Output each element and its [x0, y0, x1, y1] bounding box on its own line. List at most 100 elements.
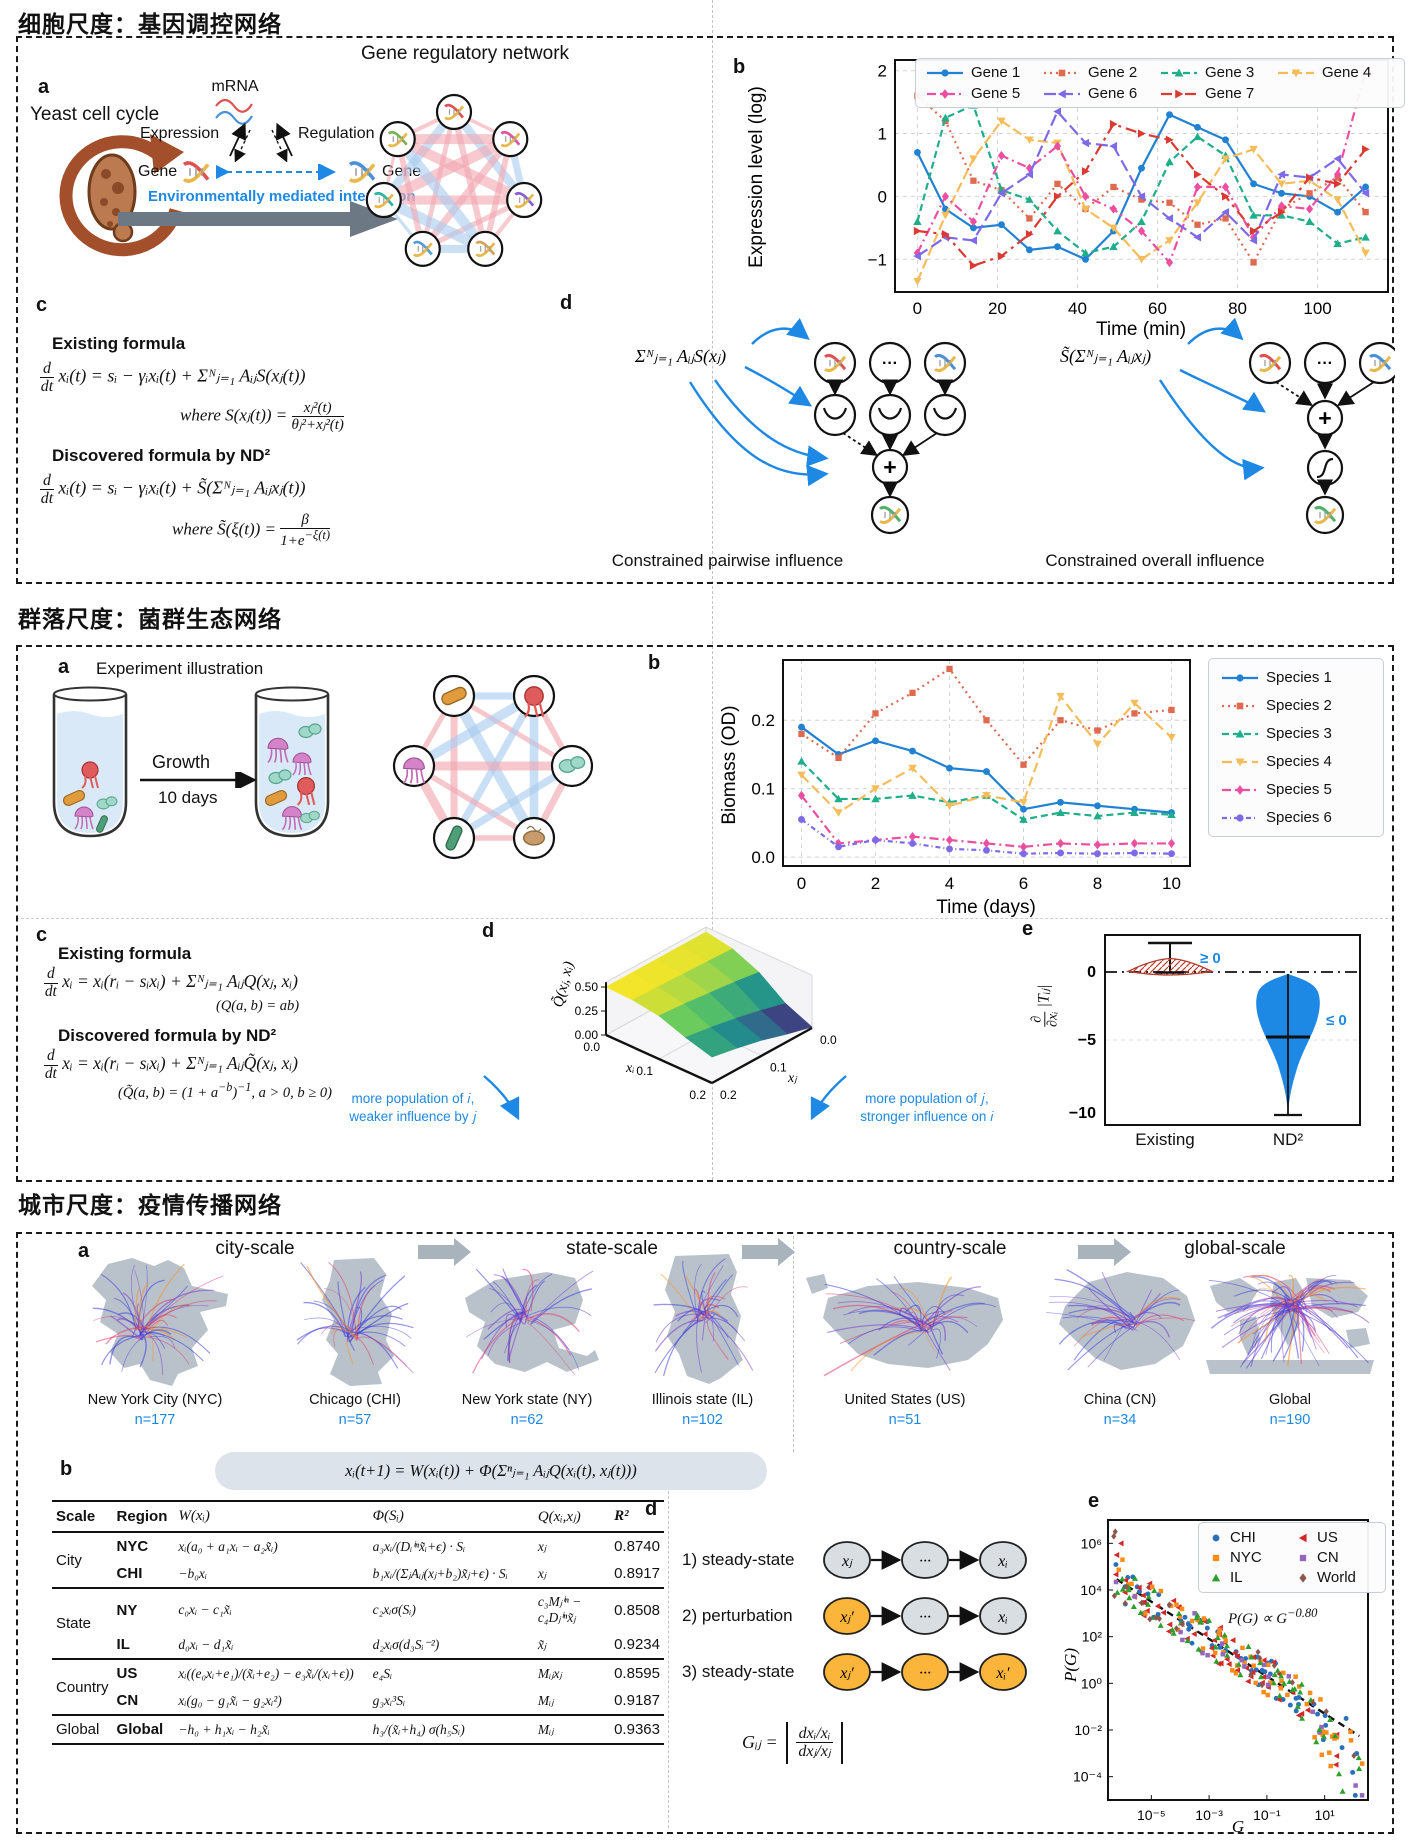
annotation-right-arrow: [810, 1075, 847, 1121]
step-diagram: xⱼ′ ··· xᵢ: [823, 1597, 1027, 1635]
discovered-formula-2: d dt xᵢ = xᵢ(rᵢ − sᵢxᵢ) + Σᴺⱼ₌₁ AᵢⱼQ̃(xⱼ,…: [44, 1047, 298, 1082]
table-scale-cell: State: [52, 1587, 113, 1659]
regulation-label: Regulation: [298, 125, 375, 142]
gene-chart-ylabel: Expression level (log): [746, 86, 767, 268]
svg-text:+: +: [1318, 405, 1331, 431]
table-header-cell: Region: [112, 1501, 175, 1533]
microbial-network: [392, 674, 594, 860]
gene-chart-xlabel: Time (min): [1096, 319, 1186, 340]
svg-text:60: 60: [1148, 299, 1167, 318]
svg-text:≥ 0: ≥ 0: [1200, 950, 1221, 967]
table-cell: h₃/(x̃ᵢ+h₄) σ(h₅Sᵢ): [368, 1714, 534, 1744]
map-caption-nyc: New York City (NYC): [87, 1392, 223, 1408]
table-cell: 0.8508: [610, 1587, 664, 1631]
svg-text:10⁻⁵: 10⁻⁵: [1137, 1807, 1166, 1823]
existing-formula-heading-1: Existing formula: [52, 334, 186, 353]
svg-text:≤ 0: ≤ 0: [1326, 1012, 1347, 1029]
section3-title: 城市尺度：疫情传播网络: [18, 1192, 282, 1218]
scale-arrow-1: [418, 1238, 471, 1266]
pg-legend: CHI US NYC CN IL World: [1198, 1522, 1386, 1593]
svg-text:10⁻⁴: 10⁻⁴: [1073, 1769, 1102, 1785]
map-n-us: n=51: [888, 1412, 922, 1428]
table-cell: e₄Sᵢ: [368, 1658, 534, 1687]
svg-text:···: ···: [919, 1665, 931, 1682]
table-scale-cell: Country: [52, 1658, 113, 1715]
violin-cat-existing: Existing: [1135, 1130, 1195, 1149]
svg-text:xⱼ: xⱼ: [787, 1071, 798, 1086]
map-nyc: [92, 1258, 228, 1386]
legend-item: CN: [1296, 1549, 1375, 1566]
expression-label: Expression: [140, 125, 220, 142]
svg-text:0.1: 0.1: [751, 780, 775, 799]
map-n-nyc: n=177: [134, 1412, 176, 1428]
map-chicago: [296, 1258, 414, 1386]
pg-xlabel: G: [1232, 1817, 1244, 1836]
table-row: Global Global −h₀ + h₁xᵢ − h₂x̃ᵢ h₃/(x̃ᵢ+h₄…: [52, 1714, 664, 1744]
table-cell: xⱼ: [537, 1565, 547, 1581]
violin-cat-nd2: ND²: [1272, 1130, 1304, 1149]
table-cell: c₂xᵢσ(Sᵢ): [368, 1587, 534, 1631]
table-row: City NYC xᵢ(a₀ + a₁xᵢ − a₂x̃ᵢ) a₃xᵢ/(Dᵢⁱⁿx̃…: [52, 1531, 664, 1588]
env-interaction-arrow: [216, 164, 336, 180]
svg-text:···: ···: [882, 355, 898, 372]
svg-text:2: 2: [878, 62, 887, 81]
yeast-cycle-illustration: [59, 134, 184, 257]
table-header-cell: Φ(Sᵢ): [368, 1501, 534, 1533]
svg-text:6: 6: [1019, 874, 1028, 893]
svg-text:0.2: 0.2: [689, 1088, 706, 1102]
existing-formula-2: d dt xᵢ = xᵢ(rᵢ − sᵢxᵢ) + Σᴺⱼ₌₁ AᵢⱼQ(xⱼ, …: [44, 965, 298, 1000]
legend-item: Gene 6: [1043, 85, 1160, 102]
map-n-global: n=190: [1269, 1412, 1311, 1428]
yeast-heading: Yeast cell cycle: [30, 104, 160, 125]
table-cell: 0.9234: [614, 1636, 660, 1653]
svg-text:0: 0: [913, 299, 922, 318]
overall-formula: S̃(Σᴺⱼ₌₁ Aᵢⱼxⱼ): [1060, 346, 1151, 367]
svg-text:0.25: 0.25: [575, 1004, 599, 1018]
table-cell: 0.9187: [614, 1692, 660, 1709]
existing-formula-1-where: where S(xⱼ(t)) = xⱼ²(t) θⱼ²+xⱼ²(t): [180, 400, 344, 434]
table-cell: −b₀xᵢ: [178, 1565, 208, 1581]
svg-text:0.0: 0.0: [751, 848, 775, 867]
svg-text:20: 20: [988, 299, 1007, 318]
biomass-chart-xlabel: Time (days): [936, 897, 1036, 918]
panel3d-label: d: [645, 1498, 658, 1520]
map-caption-ny: New York state (NY): [461, 1392, 593, 1408]
table-header-cell: W(xᵢ): [174, 1501, 369, 1533]
table-cell: Mᵢⱼ: [537, 1692, 554, 1708]
violin-existing: [1125, 957, 1215, 976]
table-row: IL d₀xᵢ − d₁x̃ᵢ d₂xᵢσ(d₃Sᵢ⁻²) x̃ⱼ 0.9234: [52, 1631, 664, 1659]
legend-item: Species 3: [1221, 725, 1371, 742]
map-global: [1206, 1274, 1374, 1374]
gene-chart-legend: Gene 1 Gene 2 Gene 3 Gene 4 Gene 5 Gene 6 Gene…: [915, 58, 1405, 108]
legend-item: US: [1296, 1529, 1375, 1546]
step-label: 3) steady-state: [682, 1662, 795, 1681]
map-n-chi: n=57: [338, 1412, 372, 1428]
map-caption-global: Global: [1269, 1392, 1311, 1408]
legend-item: IL: [1209, 1569, 1288, 1586]
svg-text:0.2: 0.2: [751, 711, 775, 730]
scale-arrow-3: [1078, 1238, 1131, 1266]
table-cell: NYC: [112, 1531, 175, 1560]
section1-box: [16, 36, 1394, 584]
table-cell: g₃xᵢ³Sᵢ: [372, 1692, 406, 1708]
table-row: State NY c₀xᵢ − c₁x̃ᵢ c₂xᵢσ(Sᵢ) c₃Mⱼⁱⁿ − c₄D…: [52, 1587, 664, 1659]
legend-item: Species 4: [1221, 753, 1371, 770]
table-cell: xᵢ(a₀ + a₁xᵢ − a₂x̃ᵢ): [174, 1531, 369, 1560]
existing-formula-1: d dt xᵢ(t) = sᵢ − γᵢxᵢ(t) + Σᴺⱼ₌₁ AᵢⱼS(xⱼ…: [40, 360, 306, 396]
legend-item: Species 2: [1221, 697, 1371, 714]
pg-ylabel: P(G): [1061, 1648, 1080, 1683]
discovered-formula-heading-1: Discovered formula by ND²: [52, 446, 271, 465]
scale-label-country: country-scale: [893, 1238, 1007, 1259]
legend-item: Gene 4: [1277, 64, 1394, 81]
table-cell: IL: [116, 1636, 130, 1653]
panel2e-label: e: [1022, 918, 1034, 940]
table-header-cell: Q(xᵢ,xⱼ): [533, 1501, 611, 1533]
scale-arrow-2: [742, 1238, 795, 1266]
table-cell: xᵢ((e₀xᵢ+e₁)/(x̃ᵢ+e₂) − e₃x̃ᵢ/(xᵢ+ϵ)): [174, 1658, 369, 1687]
big-gray-arrow: [118, 201, 398, 237]
table-cell: c₃Mⱼⁱⁿ − c₄Dⱼⁱⁿx̃ⱼ: [533, 1587, 611, 1631]
panel3e-label: e: [1088, 1490, 1100, 1512]
map-caption-il: Illinois state (IL): [651, 1392, 754, 1408]
map-caption-cn: China (CN): [1083, 1392, 1157, 1408]
biomass-chart: Biomass (OD) Time (days) 0 2 4 6 8 10 0.0 0.1 0.…: [719, 659, 1191, 918]
